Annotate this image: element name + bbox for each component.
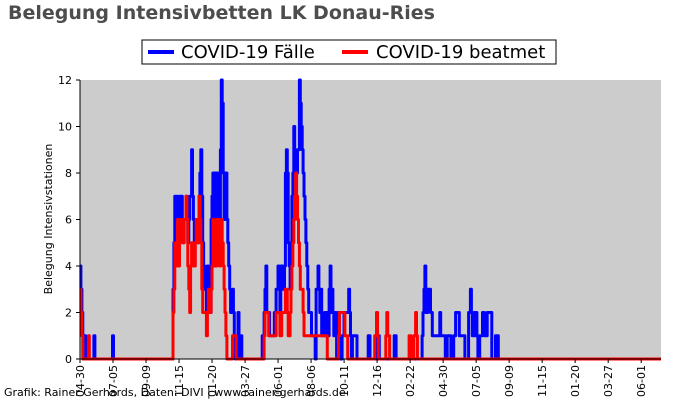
legend: COVID-19 Fälle COVID-19 beatmet — [141, 39, 557, 65]
y-tick-label: 8 — [65, 167, 72, 180]
y-axis-label: Belegung Intensivstationen — [42, 144, 55, 295]
x-tick-label: 03-27 — [602, 365, 615, 397]
x-tick-label: 09-09 — [503, 365, 516, 397]
credit-text: Grafik: Rainer Gerhards, Daten: DIVI | w… — [4, 386, 346, 399]
y-tick-label: 12 — [58, 74, 72, 87]
x-tick-label: 07-05 — [107, 365, 120, 397]
x-tick-label: 02-22 — [404, 365, 417, 397]
x-tick-label: 08-06 — [305, 365, 318, 397]
x-tick-label: 09-09 — [140, 365, 153, 397]
legend-label-ventilated: COVID-19 beatmet — [376, 42, 545, 63]
x-tick-label: 07-05 — [470, 365, 483, 397]
legend-label-cases: COVID-19 Fälle — [181, 42, 315, 63]
y-ticks: 0 2 4 6 8 10 12 — [58, 74, 80, 366]
x-tick-label: 04-30 — [74, 365, 87, 397]
y-tick-label: 10 — [58, 121, 72, 134]
x-tick-label: 06-01 — [272, 365, 285, 397]
x-tick-label: 01-20 — [569, 365, 582, 397]
x-tick-label: 10-11 — [338, 365, 351, 397]
x-tick-label: 11-15 — [173, 365, 186, 397]
x-tick-label: 01-20 — [206, 365, 219, 397]
y-tick-label: 6 — [65, 214, 72, 227]
y-tick-label: 2 — [65, 307, 72, 320]
x-tick-label: 06-01 — [635, 365, 648, 397]
chart-title: Belegung Intensivbetten LK Donau-Ries — [8, 2, 435, 24]
x-ticks: 04-30 07-05 09-09 11-15 01-20 03-27 06-01 08-06… — [74, 359, 648, 397]
y-tick-label: 4 — [65, 260, 72, 273]
x-tick-label: 12-16 — [371, 365, 384, 397]
x-tick-label: 11-15 — [536, 365, 549, 397]
x-tick-label: 04-30 — [437, 365, 450, 397]
y-tick-label: 0 — [65, 353, 72, 366]
plot-area — [80, 80, 661, 359]
x-tick-label: 03-27 — [239, 365, 252, 397]
